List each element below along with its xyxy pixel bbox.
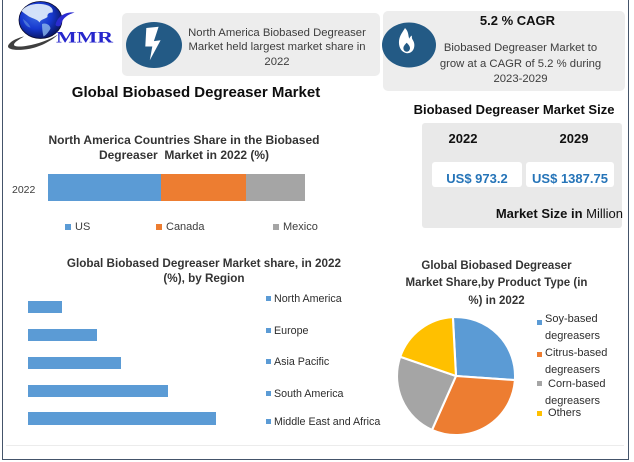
svg-text:MMR: MMR	[56, 30, 114, 47]
